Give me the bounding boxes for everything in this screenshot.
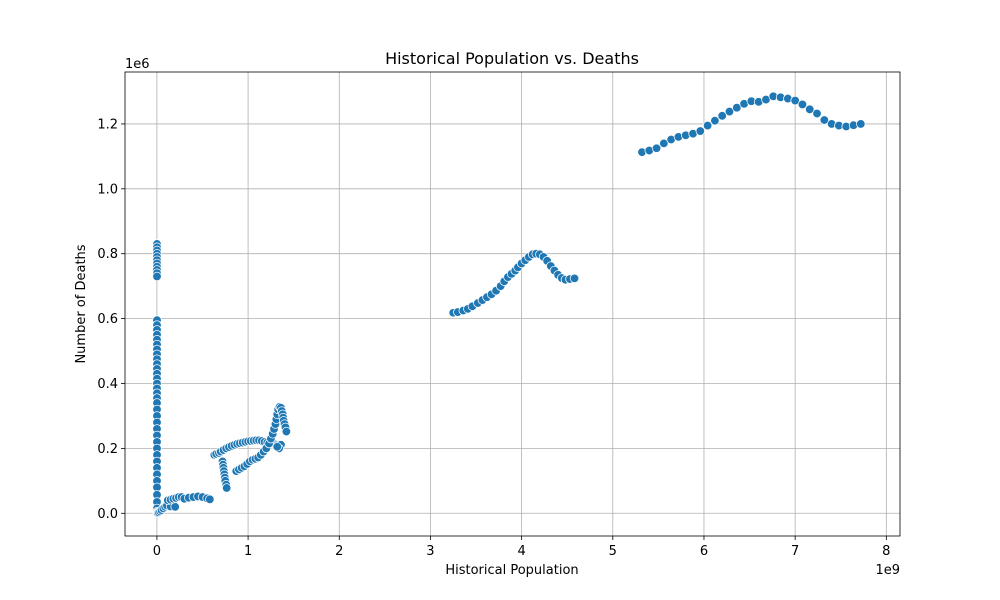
x-tick-label: 8 <box>882 544 890 559</box>
data-point <box>717 111 727 121</box>
x-tick-label: 5 <box>609 544 617 559</box>
grid-lines <box>125 72 900 536</box>
data-point <box>569 273 580 284</box>
data-points <box>152 91 866 518</box>
y-tick-label: 1.2 <box>97 117 118 132</box>
y-axis-ticks: 0.0 0.2 0.4 0.6 0.8 1.0 1.2 <box>97 117 125 522</box>
y-axis-offset-label: 1e6 <box>125 57 150 72</box>
y-tick-label: 0.4 <box>97 377 118 392</box>
x-tick-label: 7 <box>791 544 799 559</box>
y-axis-label: Number of Deaths <box>74 244 89 363</box>
x-tick-label: 2 <box>335 544 343 559</box>
data-point <box>659 138 669 149</box>
chart-title: Historical Population vs. Deaths <box>385 49 639 68</box>
data-point <box>797 99 808 110</box>
x-tick-label: 4 <box>517 544 525 559</box>
x-axis-ticks: 0 1 2 3 4 5 6 7 8 <box>153 536 890 559</box>
data-point <box>724 106 735 117</box>
x-axis-offset-label: 1e9 <box>875 563 900 578</box>
data-point <box>205 494 215 505</box>
y-tick-label: 0.8 <box>97 247 118 262</box>
data-point <box>695 126 705 136</box>
x-tick-label: 3 <box>426 544 434 559</box>
x-tick-label: 1 <box>244 544 252 559</box>
y-tick-label: 0.2 <box>97 442 118 457</box>
data-point <box>651 143 662 153</box>
data-point <box>710 115 720 126</box>
data-point <box>819 115 829 125</box>
data-point <box>281 426 292 437</box>
data-point <box>732 103 742 113</box>
x-tick-label: 6 <box>700 544 708 559</box>
data-point <box>856 119 866 129</box>
data-point <box>790 95 800 106</box>
data-point <box>152 271 162 282</box>
data-point <box>805 104 815 114</box>
plot-frame <box>124 71 901 537</box>
y-tick-label: 0.0 <box>97 507 118 522</box>
y-tick-label: 0.6 <box>97 312 118 327</box>
x-axis-label: Historical Population <box>445 563 578 578</box>
x-tick-label: 0 <box>153 544 161 559</box>
y-tick-label: 1.0 <box>97 182 118 197</box>
data-point <box>272 442 282 452</box>
data-point <box>221 483 232 493</box>
data-point <box>702 120 713 131</box>
data-point <box>812 108 822 119</box>
